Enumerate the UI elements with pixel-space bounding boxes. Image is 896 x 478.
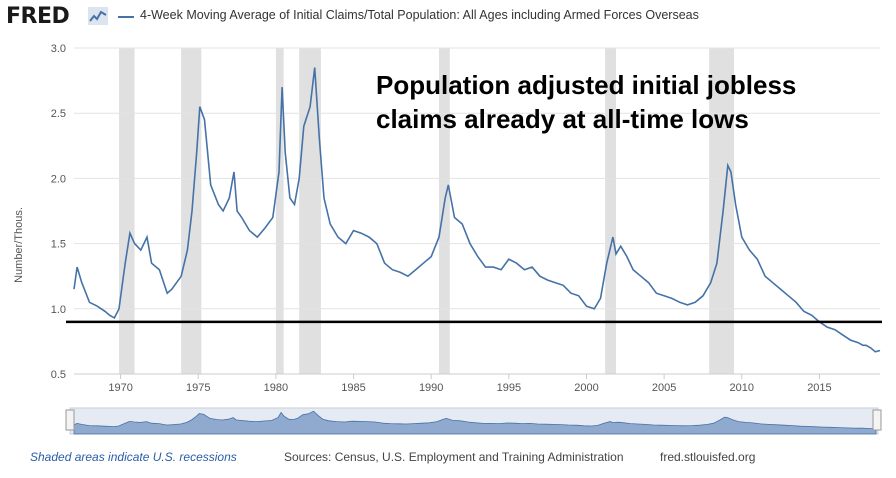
y-tick-label: 3.0 bbox=[51, 43, 66, 55]
y-tick-label: 2.0 bbox=[51, 173, 66, 185]
x-tick-label: 1970 bbox=[108, 382, 132, 394]
x-tick-label: 1990 bbox=[419, 382, 443, 394]
series-title: 4-Week Moving Average of Initial Claims/… bbox=[140, 8, 699, 22]
x-tick-label: 1995 bbox=[497, 382, 521, 394]
recession-band bbox=[605, 48, 616, 374]
y-tick-label: 1.0 bbox=[51, 304, 66, 316]
recession-band bbox=[299, 48, 321, 374]
sources-text: Sources: Census, U.S. Employment and Tra… bbox=[284, 450, 624, 464]
recession-note[interactable]: Shaded areas indicate U.S. recessions bbox=[30, 450, 237, 464]
x-tick-label: 2010 bbox=[730, 382, 754, 394]
x-tick-label: 2000 bbox=[574, 382, 598, 394]
fred-logo[interactable]: FRED bbox=[6, 4, 70, 29]
y-axis-label: Number/Thous. bbox=[13, 207, 25, 283]
recession-band bbox=[709, 48, 735, 374]
x-axis-ticks: 1970 1975 1980 1985 1990 1995 2000 2005 2010 2015 bbox=[74, 373, 880, 394]
series-line[interactable] bbox=[73, 67, 881, 353]
recession-shading bbox=[119, 48, 735, 374]
navigator-series-area bbox=[73, 410, 877, 435]
annotation-line-2: claims already at all-time lows bbox=[376, 104, 749, 134]
y-tick-label: 1.5 bbox=[51, 239, 66, 251]
x-tick-label: 1975 bbox=[186, 382, 210, 394]
x-tick-label: 2005 bbox=[652, 382, 676, 394]
recession-band bbox=[438, 48, 450, 374]
y-tick-label: 2.5 bbox=[51, 108, 66, 120]
chart-header: FRED 4-Week Moving Average of Initial Cl… bbox=[0, 0, 896, 34]
chart-plot: 0.51.01.52.02.53.0 1970 1975 1980 1985 1990 1… bbox=[13, 43, 882, 394]
x-tick-label: 1985 bbox=[341, 382, 365, 394]
recession-band bbox=[275, 48, 284, 374]
navigator-right-handle[interactable] bbox=[872, 409, 882, 431]
navigator-left-handle[interactable] bbox=[65, 409, 75, 431]
fred-chart-logo-icon bbox=[88, 7, 108, 25]
x-tick-label: 1980 bbox=[264, 382, 288, 394]
fred-url[interactable]: fred.stlouisfed.org bbox=[660, 450, 756, 464]
recession-band bbox=[119, 48, 135, 374]
range-navigator[interactable] bbox=[0, 400, 896, 440]
x-tick-label: 2015 bbox=[807, 382, 831, 394]
annotation-line-1: Population adjusted initial jobless bbox=[376, 70, 796, 100]
y-tick-label: 0.5 bbox=[51, 369, 66, 381]
legend-swatch bbox=[118, 16, 134, 18]
y-axis-ticks: 0.5 1.0 1.5 2.0 2.5 3.0 bbox=[51, 43, 66, 381]
